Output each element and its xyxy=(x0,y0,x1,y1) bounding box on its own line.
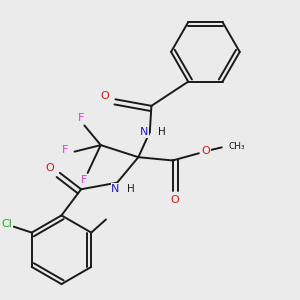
Text: CH₃: CH₃ xyxy=(228,142,245,151)
Text: O: O xyxy=(46,163,54,173)
Text: O: O xyxy=(100,91,109,101)
Text: O: O xyxy=(170,195,179,205)
Text: F: F xyxy=(61,145,68,155)
Text: Cl: Cl xyxy=(1,219,12,229)
Text: O: O xyxy=(202,146,210,156)
Text: F: F xyxy=(78,113,84,123)
Text: F: F xyxy=(81,175,88,185)
Text: H: H xyxy=(158,127,166,137)
Text: N: N xyxy=(140,127,148,137)
Text: N: N xyxy=(111,184,120,194)
Text: H: H xyxy=(127,184,135,194)
